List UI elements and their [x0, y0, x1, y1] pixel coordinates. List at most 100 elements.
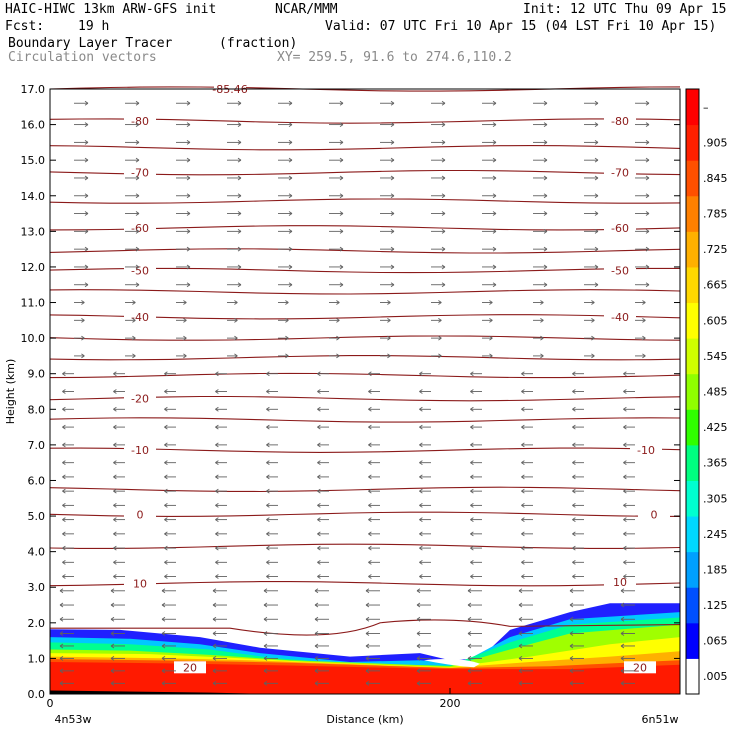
wind-vector-head [266, 389, 270, 394]
wind-vector-head [285, 317, 289, 323]
wind-vector-head [317, 488, 321, 494]
wind-vector-head [492, 122, 497, 127]
y-tick-label: 2.0 [28, 617, 46, 630]
tracer-band-7 [50, 662, 680, 694]
wind-vector-head [368, 517, 372, 522]
wind-vector-head [591, 317, 595, 323]
y-tick-label: 0.0 [28, 688, 46, 701]
wind-vector-head [314, 631, 319, 636]
wind-vector-head [467, 631, 472, 636]
wind-vector-head [368, 503, 372, 508]
wind-vector-head [183, 317, 187, 323]
wind-vector-head [113, 424, 117, 430]
wind-vector-head [521, 574, 525, 579]
wind-vector-head [339, 193, 344, 199]
wind-vector-head [113, 574, 117, 579]
colorbar-segment [686, 373, 699, 410]
wind-vector-head [594, 282, 599, 288]
wind-vector-head [368, 574, 372, 579]
colorbar-segment [686, 409, 699, 446]
wind-vector-head [620, 656, 625, 661]
wind-vector-head [368, 406, 372, 412]
wind-vector-head [543, 157, 548, 163]
wind-vector-head [161, 602, 166, 608]
colorbar-label: .545 [703, 350, 728, 363]
contour-label-bg [604, 115, 636, 128]
wind-vector-head [266, 371, 270, 377]
wind-vector-head [620, 616, 625, 622]
wind-vector-head [623, 559, 627, 565]
wind-vector-head [317, 517, 321, 522]
wind-vector-head [263, 631, 268, 636]
wind-vector-head [113, 460, 117, 466]
wind-vector-head [591, 300, 595, 305]
wind-vector-head [387, 317, 391, 323]
wind-vector-head [470, 389, 474, 394]
colorbar-label: .665 [703, 279, 728, 292]
tracer-field [50, 603, 680, 694]
wind-vector-head [263, 602, 268, 608]
wind-vector-head [266, 488, 270, 494]
wind-vector-head [110, 602, 115, 608]
wind-vector-head [623, 517, 627, 522]
wind-vector-head [234, 317, 238, 323]
wind-vector-head [594, 157, 599, 163]
wind-vector-head [135, 157, 140, 163]
wind-vector-head [110, 588, 115, 594]
wind-vector-head [416, 656, 421, 661]
wind-vector-head [623, 460, 627, 466]
wind-vector-head [317, 389, 321, 394]
wind-vector-head [569, 602, 574, 608]
wind-vector-head [521, 424, 525, 430]
wind-vector-head [569, 668, 574, 674]
wind-vector-head [164, 371, 168, 377]
axes: 0.0 1.0 2.0 3.0 4.0 5.0 6.0 7.0 8.0 9.0 10.0 11.0 12… [4, 83, 680, 726]
colorbar-segment [686, 160, 699, 197]
y-tick-label: 1.0 [28, 652, 46, 665]
wind-vector-head [368, 559, 372, 565]
wind-vector-head [215, 503, 219, 508]
y-tick-label: 14.0 [21, 190, 46, 203]
circulation-vectors [59, 100, 650, 686]
wind-vector-head [110, 631, 115, 636]
wind-vector-head [416, 680, 421, 686]
wind-vector-head [161, 680, 166, 686]
wind-vector-head [62, 389, 66, 394]
x-endpoint-end: 6n51w [642, 713, 679, 726]
wind-vector-head [59, 631, 64, 636]
wind-vector-head [623, 531, 627, 537]
wind-vector-head [521, 371, 525, 377]
wind-vector-head [113, 488, 117, 494]
wind-vector-head [110, 643, 115, 649]
wind-vector-head [419, 474, 423, 480]
contour-label: -80 [131, 115, 149, 128]
wind-vector-head [135, 175, 140, 181]
contour-label: -20 [131, 393, 149, 406]
wind-vector-head [620, 631, 625, 636]
wind-vector-head [543, 264, 548, 270]
wind-vector-head [591, 353, 595, 359]
wind-vector-head [84, 157, 89, 163]
y-tick-label: 3.0 [28, 581, 46, 594]
wind-vector-head [543, 211, 548, 216]
temperature-contour [49, 355, 681, 361]
wind-vector-head [470, 460, 474, 466]
wind-vector-head [161, 631, 166, 636]
wind-vector-head [212, 616, 217, 622]
wind-vector-head [620, 668, 625, 674]
wind-vector-head [62, 545, 66, 551]
y-tick-label: 8.0 [28, 403, 46, 416]
wind-vector-head [237, 175, 242, 181]
wind-vector-head [135, 100, 140, 106]
wind-vector-head [266, 424, 270, 430]
wind-vector-head [215, 389, 219, 394]
wind-vector-head [132, 353, 136, 359]
wind-vector-head [113, 442, 117, 448]
wind-vector-head [135, 282, 140, 288]
wind-vector-head [441, 157, 446, 163]
wind-vector-head [266, 503, 270, 508]
contour-label: -70 [131, 167, 149, 180]
wind-vector-head [623, 503, 627, 508]
wind-vector-head [416, 668, 421, 674]
colorbar-label: .365 [703, 457, 728, 470]
